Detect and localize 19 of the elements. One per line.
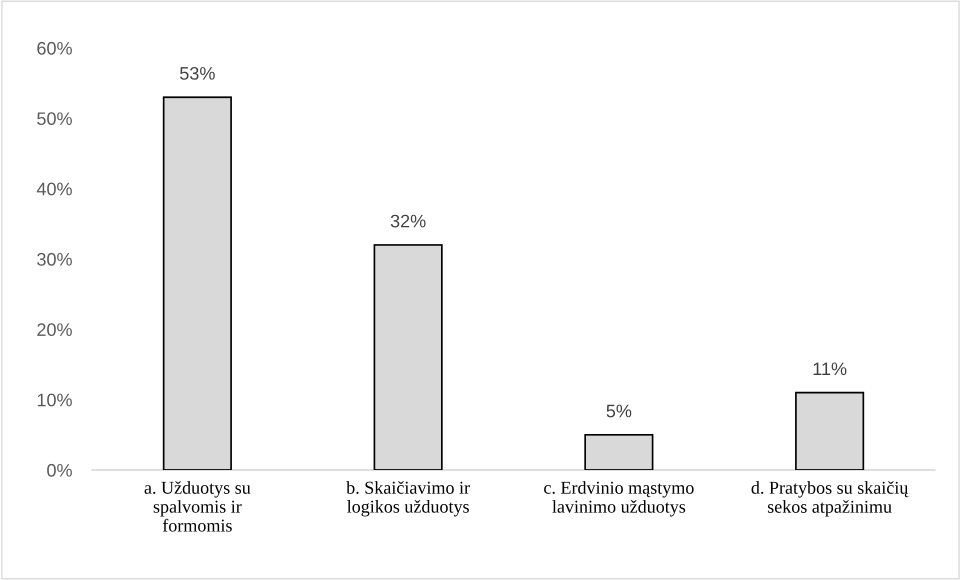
bar	[374, 244, 443, 470]
y-tick-label: 60%	[37, 42, 72, 55]
data-label: 32%	[390, 214, 426, 228]
bar	[162, 96, 232, 470]
bar	[584, 434, 654, 470]
y-tick-label: 0%	[47, 464, 72, 477]
data-label: 11%	[814, 362, 846, 376]
x-tick-label: b. Skaičiavimo ir logikos užduotys	[346, 481, 470, 516]
y-tick-label: 50%	[37, 112, 72, 126]
x-tick-label: c. Erdvinio mąstymo lavinimo užduotys	[544, 481, 694, 517]
y-tick-label: 40%	[36, 182, 72, 196]
y-tick-label: 20%	[37, 323, 72, 336]
x-tick-label: d. Pratybos su skaičių sekos atpažinimu	[752, 481, 908, 516]
y-tick-label: 10%	[38, 394, 72, 406]
bar	[795, 392, 864, 470]
data-label: 53%	[180, 66, 215, 80]
y-tick-label: 30%	[37, 252, 72, 266]
x-tick-label: a. Užduotys su spalvomis ir formomis	[144, 481, 250, 532]
data-label: 5%	[606, 404, 632, 418]
